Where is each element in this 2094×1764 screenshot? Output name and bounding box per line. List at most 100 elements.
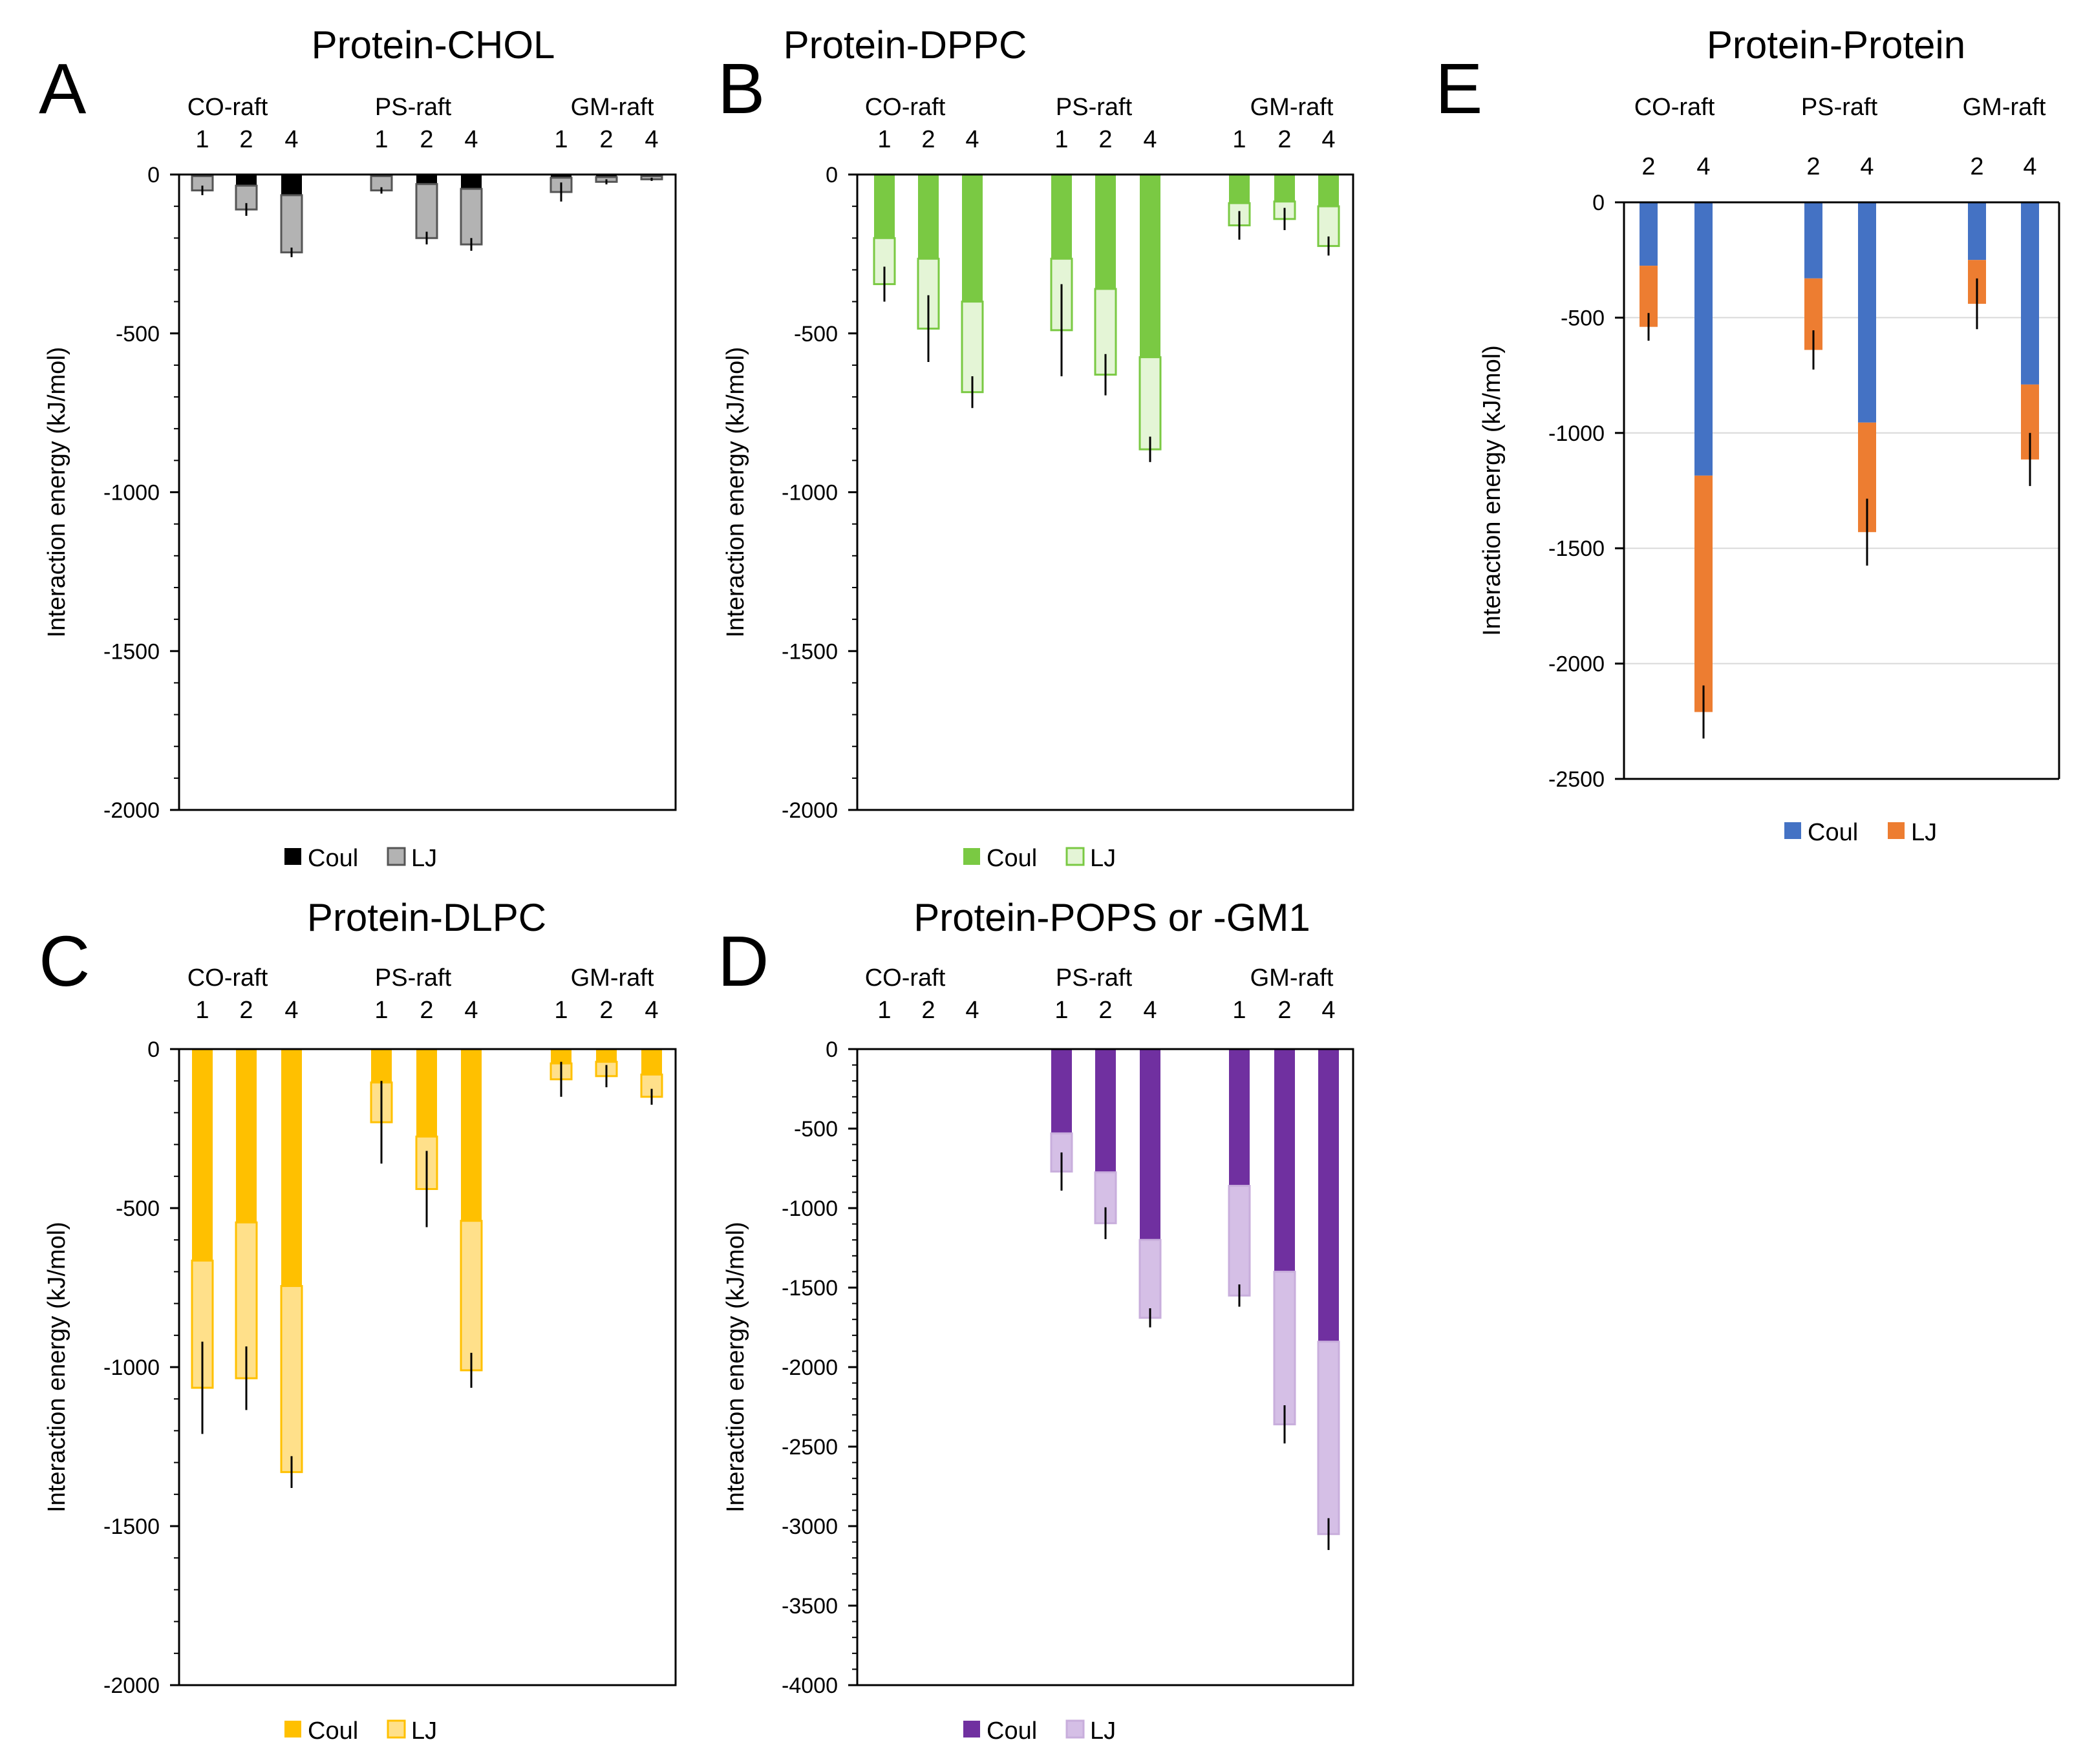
category-label: 1 bbox=[554, 126, 568, 153]
bar-coul-7 bbox=[1229, 1049, 1250, 1186]
y-tick-label: -1000 bbox=[103, 1355, 160, 1380]
chart-panel-d: D Protein-POPS or -GM1 0 -500 -1000 -1500 -200… bbox=[718, 896, 1354, 1745]
bar-coul-5 bbox=[1095, 175, 1116, 289]
category-label: 2 bbox=[239, 997, 253, 1024]
legend-label: LJ bbox=[1911, 819, 1937, 846]
y-tick-label: -1000 bbox=[1548, 421, 1605, 446]
bar-coul-9 bbox=[641, 1049, 662, 1075]
bar-lj-8 bbox=[1273, 1270, 1296, 1426]
group-label: CO-raft bbox=[1634, 94, 1715, 121]
bar-coul-3 bbox=[281, 175, 302, 195]
bar-coul-3 bbox=[1804, 202, 1822, 279]
y-tick-label: -2500 bbox=[1548, 767, 1605, 792]
legend-label: Coul bbox=[987, 1717, 1037, 1745]
bar-coul-8 bbox=[596, 1049, 617, 1062]
plot-frame bbox=[178, 173, 677, 811]
y-axis-label: Interaction energy (kJ/mol) bbox=[1479, 345, 1506, 636]
category-label: 4 bbox=[284, 997, 298, 1024]
group-label: GM-raft bbox=[571, 964, 654, 992]
bar-coul-7 bbox=[551, 175, 572, 178]
legend-swatch-lj bbox=[1065, 1719, 1085, 1739]
category-label: 1 bbox=[1054, 997, 1068, 1024]
category-label: 4 bbox=[464, 997, 478, 1024]
category-label: 4 bbox=[645, 126, 658, 153]
group-label: GM-raft bbox=[1963, 94, 2046, 121]
y-tick-label: -1000 bbox=[782, 481, 838, 505]
chart-title: Protein-CHOL bbox=[312, 23, 555, 67]
category-label: 4 bbox=[1321, 126, 1335, 153]
bar-coul-6 bbox=[2021, 202, 2039, 385]
category-label: 2 bbox=[599, 126, 613, 153]
category-label: 2 bbox=[420, 126, 433, 153]
category-label: 1 bbox=[1232, 997, 1246, 1024]
bar-coul-4 bbox=[1051, 175, 1072, 259]
legend-label: LJ bbox=[1090, 1717, 1116, 1745]
y-tick-label: -500 bbox=[116, 322, 160, 346]
bar-coul-1 bbox=[192, 1049, 213, 1261]
y-tick-label: 0 bbox=[147, 1037, 160, 1062]
bar-coul-5 bbox=[416, 1049, 437, 1137]
legend-label: LJ bbox=[411, 845, 437, 872]
category-label: 1 bbox=[195, 997, 209, 1024]
bar-coul-8 bbox=[1274, 1049, 1295, 1272]
category-label: 4 bbox=[965, 126, 979, 153]
bar-lj-3 bbox=[280, 194, 303, 253]
legend-swatch-coul bbox=[963, 848, 980, 865]
y-tick-label: -500 bbox=[794, 1117, 838, 1142]
legend-swatch-coul bbox=[1784, 822, 1801, 839]
category-label: 2 bbox=[1098, 997, 1112, 1024]
category-label: 1 bbox=[374, 997, 388, 1024]
legend-swatch-coul bbox=[284, 848, 301, 865]
legend-swatch-coul bbox=[963, 1721, 980, 1737]
bar-coul-6 bbox=[461, 175, 482, 189]
bar-lj-5 bbox=[415, 183, 438, 239]
legend-swatch-coul bbox=[284, 1721, 301, 1737]
bar-coul-3 bbox=[281, 1049, 302, 1286]
group-label: PS-raft bbox=[1801, 94, 1878, 121]
category-label: 4 bbox=[645, 997, 658, 1024]
category-label: 2 bbox=[1641, 153, 1655, 180]
legend-swatch-lj bbox=[1888, 822, 1905, 839]
legend-label: LJ bbox=[1090, 845, 1116, 872]
y-tick-label: -1000 bbox=[782, 1196, 838, 1221]
bar-lj-3 bbox=[280, 1285, 303, 1473]
category-label: 2 bbox=[1277, 997, 1291, 1024]
category-label: 1 bbox=[554, 997, 568, 1024]
y-tick-label: -500 bbox=[1561, 306, 1605, 330]
y-tick-label: -500 bbox=[794, 322, 838, 346]
bar-lj-6 bbox=[460, 1220, 483, 1372]
panel-letter: A bbox=[39, 49, 87, 129]
y-tick-label: -3500 bbox=[782, 1594, 838, 1619]
bar-coul-5 bbox=[1095, 1049, 1116, 1173]
group-label: GM-raft bbox=[571, 94, 654, 121]
bar-coul-8 bbox=[596, 175, 617, 177]
category-label: 2 bbox=[1970, 153, 1983, 180]
bar-coul-2 bbox=[236, 175, 257, 186]
category-label: 2 bbox=[599, 997, 613, 1024]
bar-coul-5 bbox=[1968, 202, 1986, 260]
category-label: 1 bbox=[877, 126, 891, 153]
y-axis-label: Interaction energy (kJ/mol) bbox=[43, 1222, 70, 1513]
group-label: PS-raft bbox=[1056, 94, 1133, 121]
legend-swatch-lj bbox=[387, 1719, 406, 1739]
bar-lj-9 bbox=[1317, 1341, 1340, 1535]
bar-coul-5 bbox=[416, 175, 437, 184]
y-tick-label: -3000 bbox=[782, 1514, 838, 1539]
y-tick-label: -1500 bbox=[1548, 537, 1605, 561]
bar-coul-1 bbox=[874, 175, 895, 239]
chart-title: Protein-DPPC bbox=[784, 23, 1027, 67]
y-axis-label: Interaction energy (kJ/mol) bbox=[722, 347, 749, 638]
bar-coul-4 bbox=[371, 1049, 392, 1083]
category-label: 2 bbox=[921, 997, 935, 1024]
category-label: 2 bbox=[1098, 126, 1112, 153]
y-tick-label: -2500 bbox=[782, 1435, 838, 1460]
bar-coul-9 bbox=[1318, 175, 1339, 207]
bar-coul-2 bbox=[918, 175, 939, 259]
y-tick-label: -500 bbox=[116, 1196, 160, 1221]
group-label: PS-raft bbox=[1056, 964, 1133, 992]
bar-coul-4 bbox=[1858, 202, 1876, 423]
chart-title: Protein-POPS or -GM1 bbox=[913, 896, 1310, 939]
group-label: PS-raft bbox=[375, 964, 452, 992]
chart-title: Protein-Protein bbox=[1707, 23, 1965, 67]
